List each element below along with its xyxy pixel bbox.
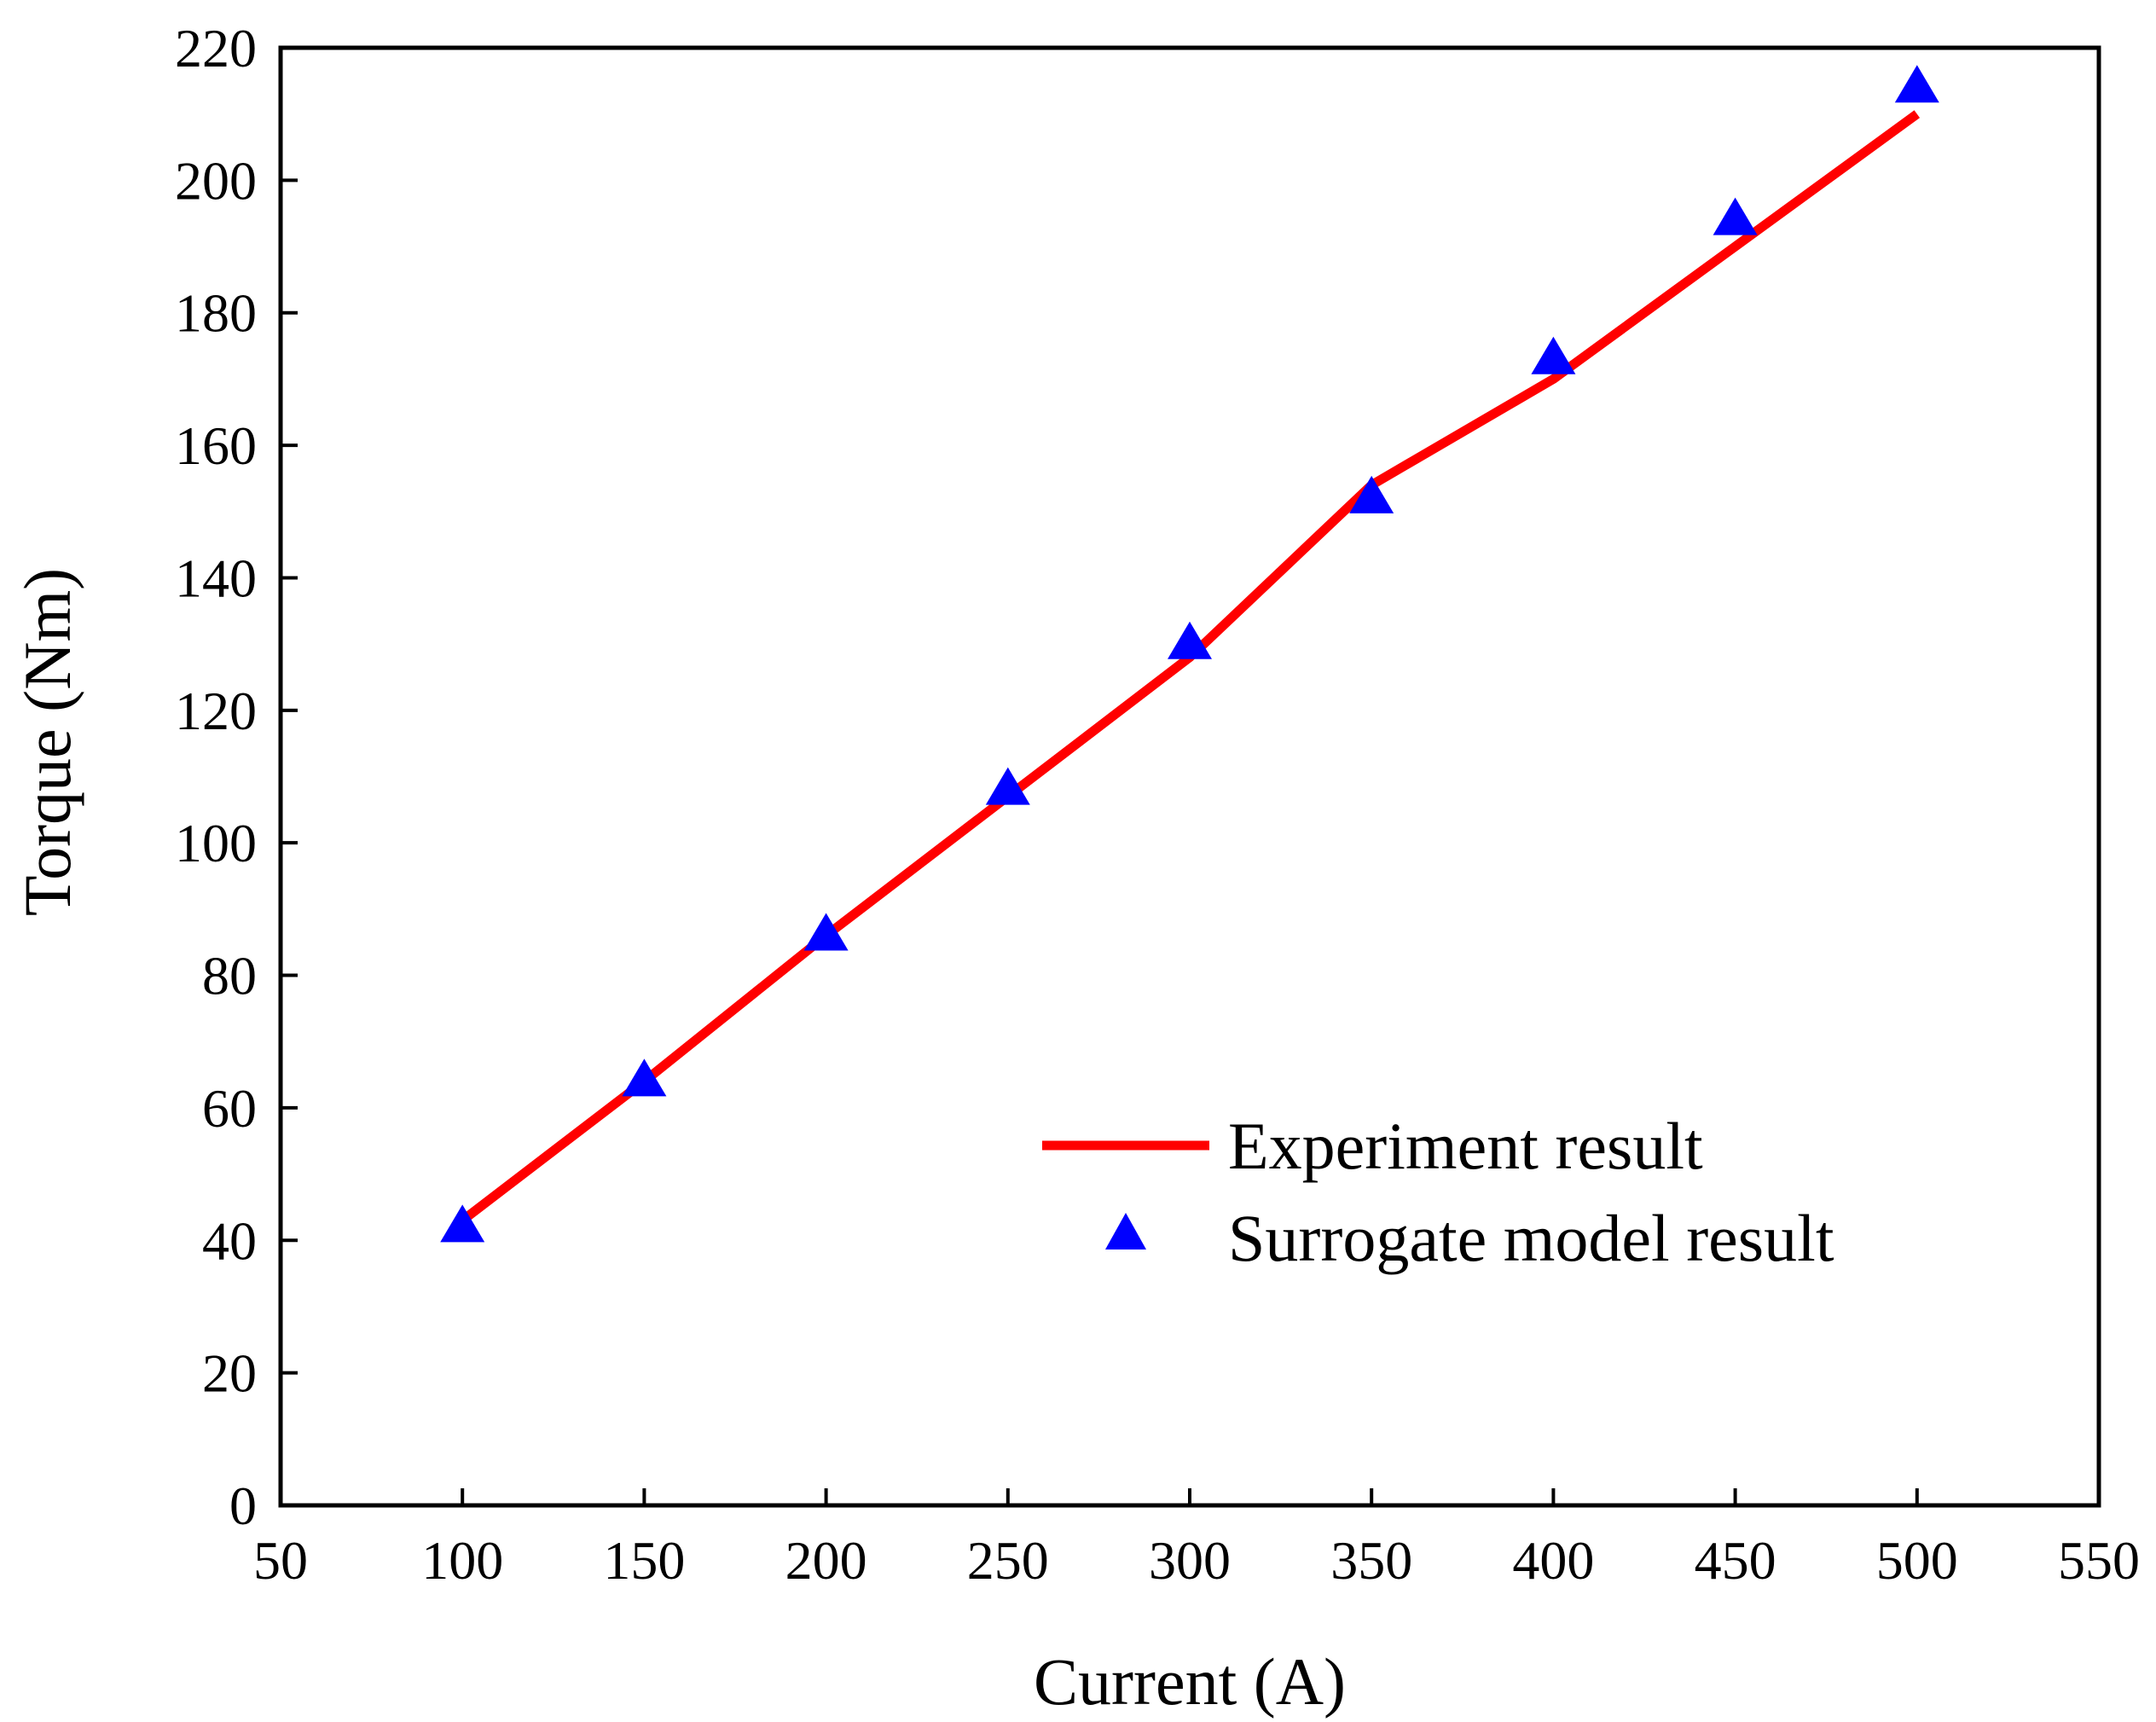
legend-marker-surrogate [1105,1213,1146,1249]
series-layer [440,65,1939,1243]
x-tick-label: 100 [421,1530,503,1591]
surrogate-point [803,913,849,951]
y-tick-label: 60 [202,1078,257,1139]
y-tick-label: 40 [202,1210,257,1271]
surrogate-point [622,1058,667,1097]
surrogate-point [440,1204,485,1243]
surrogate-point [985,767,1030,805]
y-tick-label: 100 [175,813,257,873]
series-line-experiment [459,110,1921,1225]
plot-area [278,45,2101,1508]
surrogate-point [1349,475,1394,513]
x-tick-label: 500 [1876,1530,1958,1591]
x-tick-label: 550 [2058,1530,2140,1591]
x-axis-label: Current (A) [1034,1644,1346,1719]
y-tick-label: 220 [175,18,257,78]
legend-label-experiment: Experiment result [1228,1109,1703,1183]
plot-frame [278,45,2101,1508]
y-tick-label: 120 [175,681,257,741]
y-tick-label: 160 [175,415,257,476]
y-axis: 0 20 40 60 80 100 120 140 160 180 200 220 [175,18,298,1536]
x-tick-label: 200 [785,1530,867,1591]
legend: Experiment result Surrogate model result [1042,1109,1834,1275]
x-tick-label: 250 [967,1530,1049,1591]
surrogate-point [1713,197,1758,235]
y-axis-label: Torque (Nm) [10,568,84,916]
x-tick-label: 450 [1695,1530,1776,1591]
x-tick-label: 150 [603,1530,685,1591]
y-tick-label: 0 [229,1476,257,1536]
y-tick-label: 200 [175,150,257,211]
y-tick-label: 180 [175,283,257,344]
x-tick-label: 400 [1512,1530,1594,1591]
y-tick-label: 20 [202,1343,257,1404]
surrogate-point [1168,621,1212,659]
y-tick-label: 80 [202,946,257,1006]
surrogate-point [1531,336,1576,374]
y-tick-label: 140 [175,548,257,608]
x-tick-label: 50 [253,1530,308,1591]
x-axis: 50 100 150 200 250 300 350 400 450 500 550 [253,1488,2140,1591]
surrogate-point [1894,65,1939,103]
x-tick-label: 300 [1149,1530,1231,1591]
legend-label-surrogate: Surrogate model result [1228,1201,1834,1275]
x-tick-label: 350 [1330,1530,1412,1591]
